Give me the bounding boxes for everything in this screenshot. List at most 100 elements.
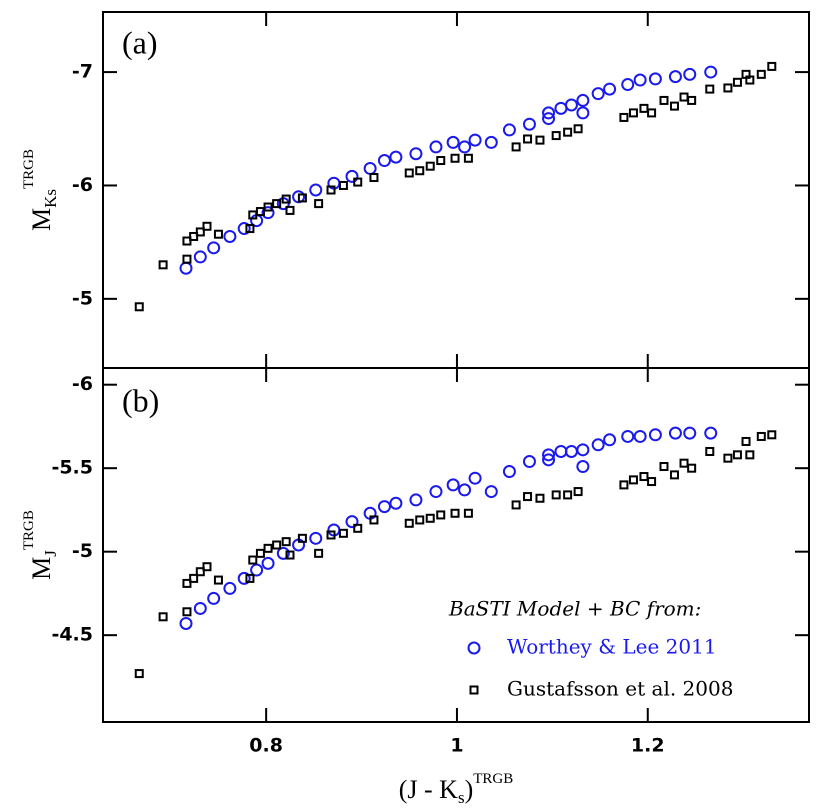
point [134,302,144,312]
y-axis-label: MJ TRGB [21,510,59,580]
point [158,612,168,622]
plot-frame [102,11,810,369]
point [511,500,521,510]
point [639,472,649,482]
point [429,140,443,154]
point [522,455,536,469]
y-tick-label: -7 [72,61,93,83]
point [353,523,363,533]
point [404,518,414,528]
point [179,261,193,275]
point [202,562,212,572]
point [723,83,733,93]
point [250,563,264,577]
point [314,548,324,558]
point [182,578,192,588]
point [576,93,590,107]
point [363,161,377,175]
point [276,546,290,560]
panel-label: (a) [122,24,158,60]
point [436,510,446,520]
label-part: (J - K [399,775,458,804]
point [436,156,446,166]
point [741,436,751,446]
point [415,166,425,176]
point [705,446,715,456]
point [326,530,336,540]
plot-frame [102,367,810,723]
point [179,616,193,630]
point [404,168,414,178]
point [621,78,635,92]
point [563,490,573,500]
point [648,72,662,86]
point [573,487,583,497]
y-tick-label: -6 [72,373,93,395]
point [193,250,207,264]
point [564,444,578,458]
y-tick-label: -5 [72,540,93,562]
point [669,101,679,111]
point [573,124,583,134]
point [659,462,669,472]
label-sub: J [41,550,60,557]
y-tick-label: -4.5 [51,624,93,646]
point [647,108,657,118]
point [345,515,359,529]
point [668,70,682,84]
point [450,508,460,518]
point [255,548,265,558]
point [535,135,545,145]
point [189,231,199,241]
point [281,537,291,547]
point [353,177,363,187]
point [668,426,682,440]
point [446,135,460,149]
point [309,183,323,197]
point [523,492,533,502]
point [389,150,403,164]
point [182,254,192,264]
point [377,154,391,168]
y-tick-label: -5.5 [51,457,93,479]
point [647,477,657,487]
y-tick-label: -6 [72,174,93,196]
label-part: M [27,557,56,580]
point [767,61,777,71]
point [603,82,617,96]
point [523,134,533,144]
point [182,607,192,617]
point [263,543,273,553]
point [554,444,568,458]
point [621,429,635,443]
legend-marker [469,685,479,695]
point [576,106,590,120]
point [756,431,766,441]
point [195,227,205,237]
point [669,470,679,480]
point [309,531,323,545]
point [450,153,460,163]
point [679,458,689,468]
x-tick-label: 1.2 [631,735,665,757]
label-sub: s [458,788,465,807]
label-sup: TRGB [473,771,513,787]
point [745,450,755,460]
point [628,108,638,118]
point [425,161,435,171]
point [158,260,168,270]
point [213,229,223,239]
point [377,500,391,514]
point [542,112,556,126]
point [463,153,473,163]
point [639,103,649,113]
point [261,206,275,220]
x-tick-label: 0.8 [249,735,283,757]
point [535,493,545,503]
point [195,567,205,577]
point [732,450,742,460]
point [502,123,516,137]
point [468,133,482,147]
point [415,515,425,525]
label-sub: Ks [41,189,60,208]
